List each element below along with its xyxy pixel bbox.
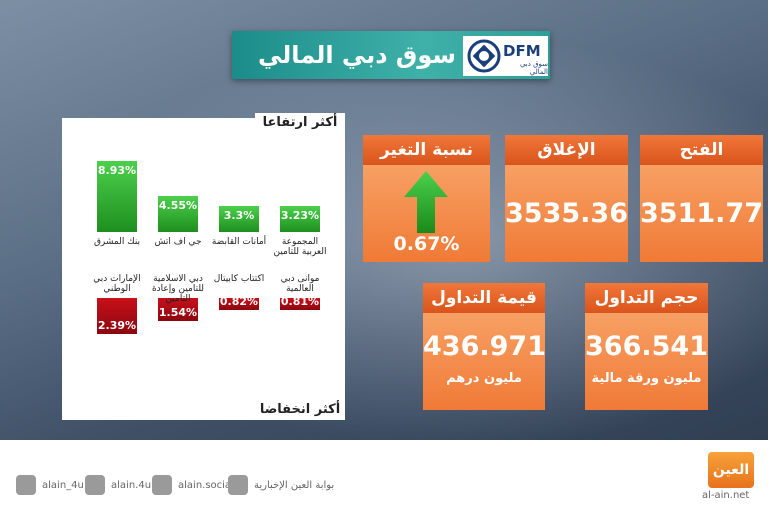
- logo: DFM سوق دبي المالي: [463, 36, 548, 76]
- volume-card: حجم التداول 366.541 مليون ورقة مالية: [585, 283, 708, 410]
- stock-name: بنك المشرق: [93, 237, 141, 247]
- losers-title: أكثر انخفاضا: [255, 400, 345, 420]
- gainers-title: أكثر ارتفاعا: [255, 113, 345, 133]
- loser-bar: [97, 298, 137, 334]
- title: سوق دبي المالي: [257, 41, 456, 69]
- card-label: قيمة التداول: [423, 283, 545, 313]
- value-label: 0.82%: [219, 295, 259, 309]
- stock-name: أمانات القابضة: [211, 237, 267, 247]
- logo-subtitle: سوق دبي المالي: [519, 60, 548, 76]
- logo-emblem: [467, 39, 501, 73]
- stock-name: دبي الاسلامية للتامين وإعادة التامين: [151, 274, 205, 304]
- social-handle[interactable]: alain.social: [178, 480, 234, 491]
- stock-name: المجموعة العربية للتامين: [273, 237, 327, 257]
- turnover-value: 436.971: [423, 331, 546, 362]
- social-handle[interactable]: بوابة العين الإخبارية: [254, 480, 335, 491]
- value-label: 2.39%: [97, 318, 137, 332]
- open-card: الفتح 3511.77: [640, 135, 763, 262]
- stock-name: موانى دبي العالمية: [280, 274, 320, 294]
- social-handle[interactable]: alain_4u: [42, 480, 84, 491]
- up-arrow: [404, 171, 448, 233]
- card-label: الإغلاق: [505, 135, 628, 165]
- gainer-bar: [280, 206, 320, 232]
- logo-text: DFM: [503, 42, 541, 60]
- change-value: 0.67%: [393, 233, 460, 255]
- value-label: 8.93%: [97, 163, 137, 177]
- value-label: 0.81%: [280, 295, 320, 309]
- card-label: نسبة التغير: [363, 135, 490, 165]
- volume-value: 366.541: [585, 331, 708, 362]
- loser-bar: [219, 298, 259, 311]
- site[interactable]: al-ain.net: [702, 490, 750, 501]
- youtube-icon[interactable]: [228, 475, 248, 495]
- social-handle[interactable]: alain.4u: [111, 480, 152, 491]
- turnover-unit: مليون درهم: [446, 371, 522, 386]
- gainer-bar: [219, 205, 259, 232]
- open-value: 3511.77: [640, 165, 763, 262]
- value-label: 3.3%: [223, 208, 255, 222]
- turnover-card: قيمة التداول 436.971 مليون درهم: [423, 283, 546, 410]
- loser-bar: [280, 298, 320, 311]
- stock-name: الإمارات دبي الوطني: [93, 274, 141, 294]
- value-label: 1.54%: [158, 306, 198, 320]
- card-label: حجم التداول: [585, 283, 708, 313]
- facebook-icon[interactable]: [152, 475, 172, 495]
- instagram-icon[interactable]: [85, 475, 105, 495]
- value-label: 3.23%: [280, 209, 320, 223]
- twitter-icon[interactable]: [16, 475, 36, 495]
- card-body: 436.971 مليون درهم: [423, 313, 546, 410]
- close-card: الإغلاق 3535.36: [505, 135, 628, 262]
- gainer-bar: [97, 160, 137, 232]
- card-label: الفتح: [640, 135, 763, 165]
- card-body: 366.541 مليون ورقة مالية: [585, 313, 708, 410]
- change-card: نسبة التغير 0.67%: [363, 135, 490, 262]
- stock-name: اكتتاب كابيتال: [213, 274, 265, 284]
- volume-unit: مليون ورقة مالية: [591, 371, 702, 386]
- brand-logo[interactable]: العين: [708, 452, 754, 488]
- gainer-bar: [158, 195, 198, 232]
- loser-bar: [158, 298, 198, 322]
- stock-name: جي اف اتش: [154, 237, 202, 247]
- close-value: 3535.36: [505, 165, 628, 262]
- footer: alain_4u alain.4u alain.social بوابة الع…: [0, 440, 768, 510]
- value-label: 4.55%: [158, 198, 198, 212]
- card-body: 0.67%: [363, 165, 490, 262]
